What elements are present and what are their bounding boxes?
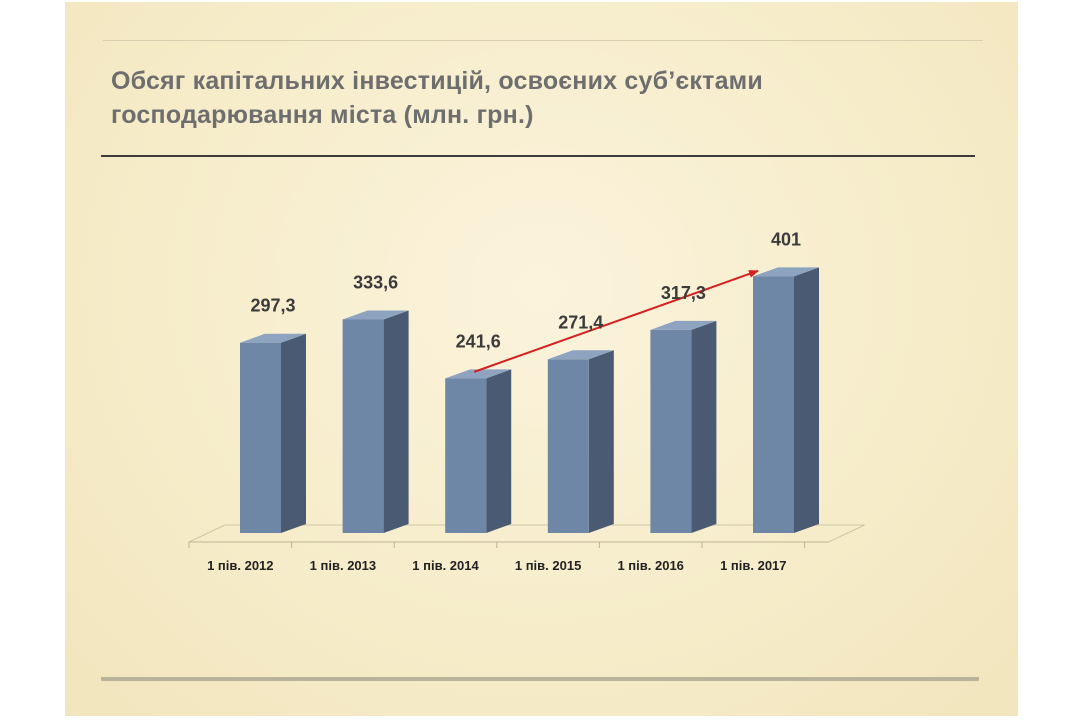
category-label: 1 пів. 2017 — [720, 558, 786, 573]
bar-top — [342, 310, 409, 320]
data-label: 241,6 — [456, 331, 501, 351]
category-label: 1 пів. 2016 — [617, 558, 683, 573]
bar-top — [547, 350, 614, 360]
bar-top — [445, 369, 512, 379]
bar-side — [383, 310, 409, 533]
data-label: 271,4 — [558, 312, 603, 332]
data-label: 297,3 — [250, 296, 295, 316]
bar — [240, 342, 281, 533]
slide-title: Обсяг капітальних інвестицій, освоєних с… — [111, 64, 931, 132]
title-divider — [101, 155, 975, 157]
bar-side — [281, 333, 306, 533]
slide-title-line-2: господарювання міста (млн. грн.) — [111, 101, 534, 129]
category-label: 1 пів. 2012 — [207, 558, 273, 573]
data-label: 333,6 — [353, 272, 398, 292]
bar — [342, 319, 384, 533]
bar — [753, 276, 794, 533]
slide-title-line-1: Обсяг капітальних інвестицій, освоєних с… — [111, 67, 763, 95]
bar-side — [486, 369, 512, 533]
bar — [650, 329, 692, 533]
category-label: 1 пів. 2015 — [515, 558, 581, 573]
bar-side — [794, 267, 819, 533]
bar — [547, 359, 589, 533]
trend-arrow — [473, 269, 759, 373]
category-label: 1 пів. 2013 — [310, 558, 376, 573]
bar-top — [753, 267, 819, 277]
bar-side — [588, 350, 614, 533]
data-label: 401 — [771, 229, 801, 249]
bar-top — [240, 333, 306, 343]
bar-side — [691, 320, 717, 533]
bar — [445, 378, 487, 533]
category-label: 1 пів. 2014 — [412, 558, 479, 573]
slide: Обсяг капітальних інвестицій, освоєних с… — [65, 2, 1018, 716]
data-label: 317,3 — [661, 283, 706, 303]
top-divider — [103, 40, 983, 41]
bar-top — [650, 320, 717, 330]
bottom-divider — [101, 677, 979, 681]
